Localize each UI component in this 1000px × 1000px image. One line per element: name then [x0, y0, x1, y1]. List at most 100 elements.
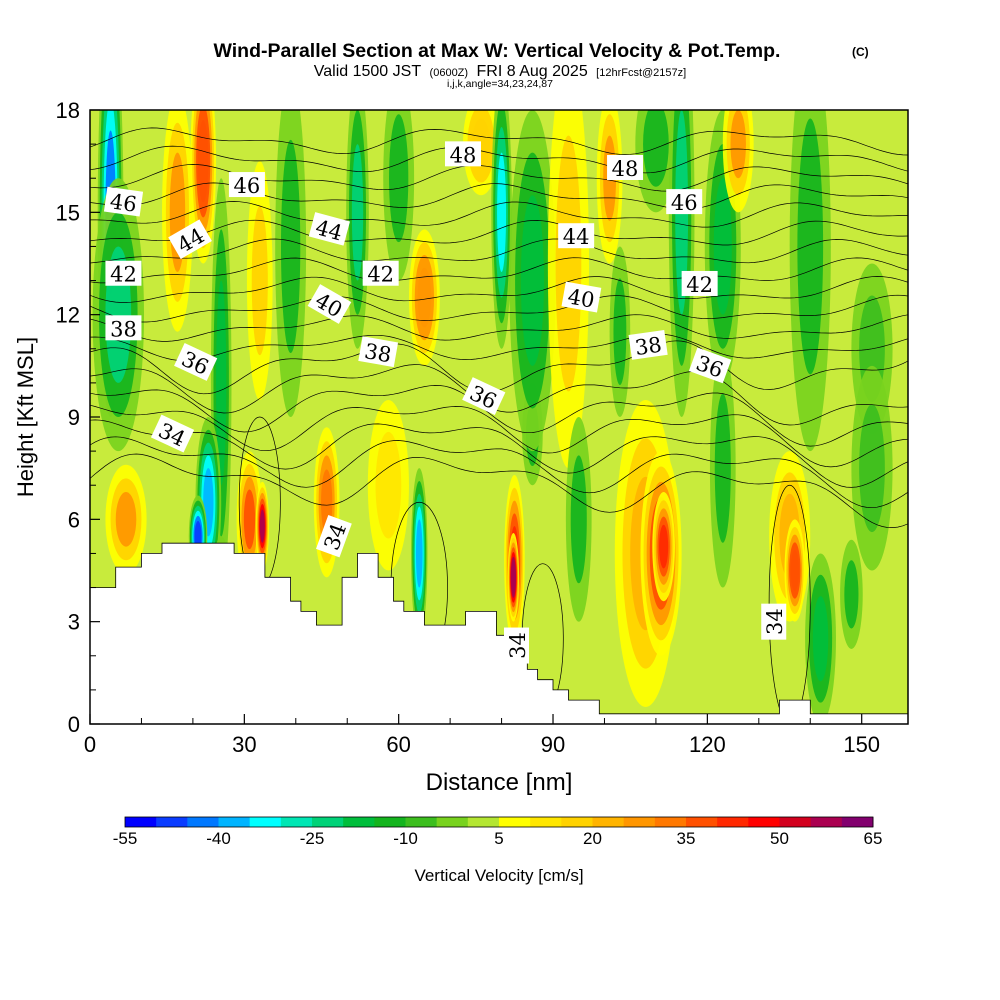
- velocity-cell: [547, 110, 590, 469]
- contour-label-box: [307, 284, 352, 324]
- colorbar-swatch: [218, 817, 251, 827]
- velocity-cell: [507, 532, 520, 622]
- contour-label: 46: [228, 172, 265, 198]
- velocity-cell: [246, 161, 273, 400]
- y-tick-label: 0: [68, 712, 80, 737]
- theta-contour: [90, 453, 908, 528]
- contour-label-box: [168, 219, 212, 260]
- y-tick-label: 18: [56, 98, 80, 123]
- colorbar-tick-label: 65: [864, 829, 883, 848]
- contour-label-box: [761, 603, 787, 640]
- velocity-cell-level: [812, 596, 829, 682]
- contour-label-text: 34: [763, 608, 787, 635]
- subtitle-valid-time: Valid 1500 JST: [314, 63, 422, 80]
- contour-label: 34: [761, 603, 787, 640]
- velocity-cell-level: [643, 110, 669, 187]
- velocity-cell-level: [198, 120, 209, 203]
- chart-subtitle: Valid 1500 JST (0600Z) FRI 8 Aug 2025 [1…: [314, 63, 686, 80]
- terrain: [89, 542, 909, 725]
- contour-label: 44: [558, 223, 595, 249]
- colorbar-swatch: [779, 817, 812, 827]
- colorbar-swatch: [499, 817, 531, 827]
- y-tick-label: 12: [56, 303, 80, 328]
- colorbar-swatch: [841, 817, 874, 827]
- x-tick-label: 60: [386, 732, 410, 757]
- colorbar-tick-label: 20: [583, 829, 602, 848]
- theta-contour: [90, 294, 908, 323]
- contour-label-box: [688, 347, 732, 384]
- contour-label: 46: [666, 189, 703, 215]
- contour-label-text: 48: [612, 157, 639, 181]
- contour-label: 40: [561, 281, 602, 313]
- contour-label-box: [228, 172, 265, 198]
- colorbar-swatch: [374, 817, 406, 827]
- colorbar-swatch: [156, 817, 188, 827]
- colorbar-swatch: [748, 817, 780, 827]
- theta-contour: [90, 419, 908, 488]
- colorbar-label: Vertical Velocity [cm/s]: [414, 866, 583, 885]
- velocity-cell: [609, 246, 631, 417]
- theta-contour: [90, 333, 908, 362]
- chart-subtitle-indices: i,j,k,angle=34,23,24,87: [447, 78, 553, 90]
- velocity-cell: [509, 110, 556, 452]
- contour-label: 38: [358, 336, 399, 367]
- colorbar-swatch: [467, 817, 500, 827]
- colorbar-tick-label: 35: [677, 829, 696, 848]
- contour-label-text: 46: [234, 174, 261, 198]
- contour-label-text: 38: [110, 317, 137, 341]
- contour-label: 34: [504, 627, 530, 664]
- contour-label-box: [681, 270, 718, 296]
- velocity-cell: [346, 110, 369, 349]
- contour-label-text: 42: [367, 263, 394, 287]
- velocity-cell: [190, 110, 217, 264]
- y-axis-label: Height [Kft MSL]: [13, 337, 38, 497]
- theta-contour: [90, 238, 908, 264]
- theta-contour: [90, 364, 908, 426]
- contour-label-text: 42: [686, 273, 713, 297]
- contour-label: 42: [681, 270, 718, 297]
- colorbar-swatch: [280, 817, 313, 827]
- theta-contour: [90, 182, 908, 210]
- y-axis: 0 3 6 9 12 15 18: [56, 98, 100, 737]
- velocity-cell-level: [859, 404, 885, 533]
- theta-contour: [90, 164, 908, 192]
- velocity-cell-level: [659, 524, 669, 569]
- colorbar-tick-label: -25: [300, 829, 325, 848]
- y-tick-label: 15: [56, 200, 80, 225]
- contour-label-box: [666, 189, 703, 215]
- velocity-cell-level: [375, 431, 402, 539]
- contour-label: 34: [315, 515, 352, 558]
- contour-label-text: 44: [563, 225, 590, 249]
- y-tick-label: 6: [68, 507, 80, 532]
- contour-label: 42: [105, 260, 142, 287]
- colorbar-tick-label: -55: [113, 829, 138, 848]
- contour-label-box: [462, 377, 506, 416]
- theta-contour: [90, 257, 908, 284]
- contour-label-text: 38: [363, 339, 393, 367]
- colorbar-swatch: [187, 817, 219, 827]
- x-tick-label: 30: [232, 732, 256, 757]
- contour-label-box: [105, 260, 142, 286]
- colorbar-tick-label: 50: [770, 829, 789, 848]
- contour-label-box: [315, 515, 352, 558]
- contour-label-text: 48: [450, 143, 477, 167]
- velocity-cell-level: [714, 393, 731, 543]
- contour-label-text: 38: [633, 333, 663, 360]
- contour-label: 46: [103, 186, 144, 217]
- contour-label-box: [628, 329, 668, 360]
- velocity-cell-level: [497, 152, 507, 273]
- contour-label-box: [174, 343, 218, 381]
- contour-label-box: [105, 315, 142, 341]
- x-tick-label: 90: [541, 732, 565, 757]
- velocity-cell: [789, 110, 831, 452]
- velocity-cell: [784, 519, 806, 622]
- contour-label-box: [558, 223, 595, 249]
- subtitle-zulu-time: (0600Z): [430, 67, 469, 79]
- velocity-cell: [275, 110, 307, 417]
- velocity-cell: [411, 468, 428, 639]
- velocity-cell-level: [511, 561, 516, 594]
- velocity-cell-level: [389, 114, 409, 243]
- colorbar-tick-label: 5: [494, 829, 503, 848]
